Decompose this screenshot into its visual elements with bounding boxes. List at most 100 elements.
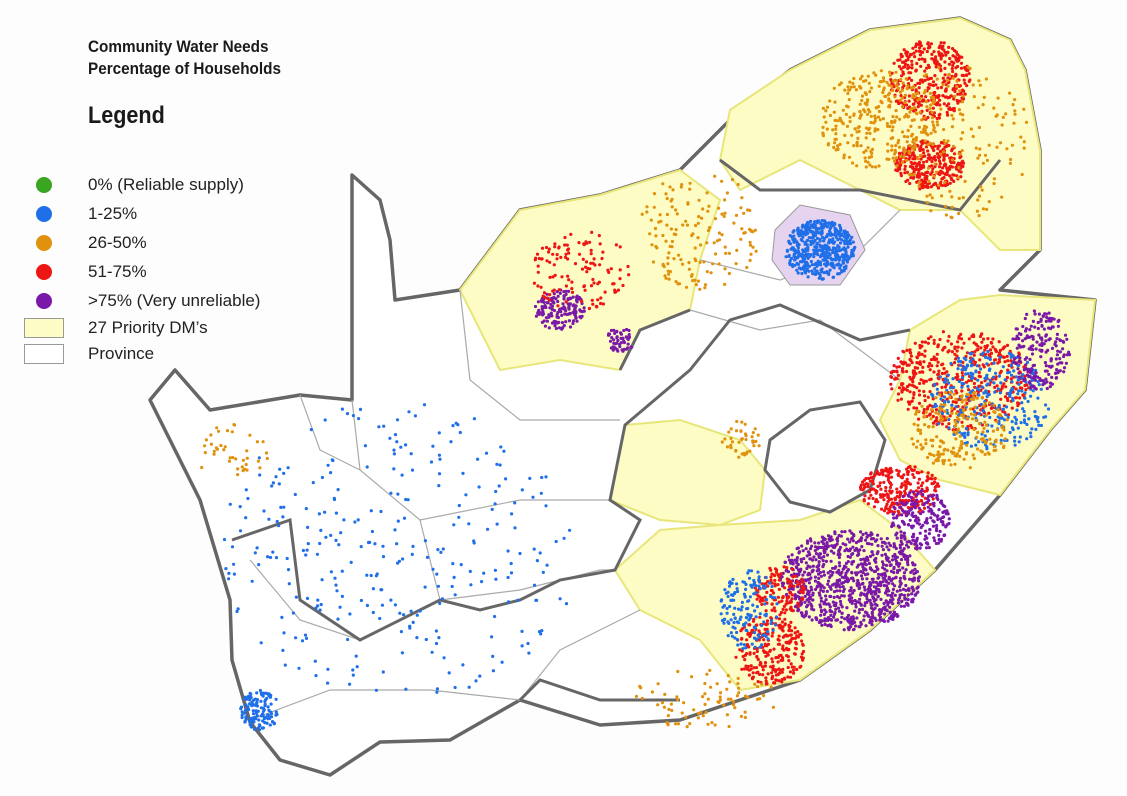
household-point [901,566,905,570]
household-point [891,602,895,606]
household-point [888,481,893,485]
household-point [900,599,904,604]
household-point [822,586,826,590]
household-point [821,565,825,569]
household-point [853,609,857,613]
household-point [829,618,834,622]
household-point [740,627,744,631]
household-point [881,548,886,552]
household-point [871,482,876,486]
household-point [563,243,567,247]
household-point [913,567,917,572]
household-point [790,558,794,562]
household-point [1012,369,1016,373]
household-point [848,115,852,119]
household-point [911,93,916,97]
household-point [564,284,569,288]
household-point [886,124,890,128]
household-point [903,480,907,484]
household-point [1062,354,1066,359]
household-point [931,425,935,429]
household-point [970,351,974,355]
household-point [903,62,908,66]
household-point [667,272,671,276]
household-point [785,566,789,570]
household-point [1012,375,1016,379]
household-point [909,173,913,177]
household-point [611,348,615,352]
household-point [994,375,998,379]
household-point [813,267,817,271]
household-point [748,651,752,655]
household-point [1004,385,1008,389]
household-point [846,105,850,109]
household-point [948,395,952,399]
household-point [912,172,916,177]
household-point [838,226,843,230]
household-point [803,241,807,245]
household-point [890,595,894,599]
household-point [664,239,668,243]
household-point [1009,363,1013,368]
household-point [881,117,886,121]
household-point [992,381,996,385]
household-point [925,49,929,54]
household-point [865,611,869,615]
household-point [981,103,985,107]
household-point [587,306,592,311]
household-point [1048,337,1052,341]
household-point [831,600,835,604]
household-point [957,196,961,200]
household-point [1037,333,1041,337]
household-point [940,177,945,181]
household-point [781,629,785,633]
household-point [761,665,765,669]
household-point [581,257,585,261]
household-point [925,159,929,163]
household-point [938,155,942,159]
household-point [859,570,863,574]
household-point [944,390,948,394]
household-point [837,262,841,266]
household-point [776,655,780,660]
household-point [879,69,883,73]
household-point [828,268,832,272]
household-point [912,468,916,472]
household-point [555,290,559,294]
household-point [629,345,633,349]
household-point [766,653,770,657]
household-point [953,419,957,423]
household-point [1003,395,1008,399]
household-point [953,94,957,98]
household-point [840,269,844,273]
household-point [998,391,1003,395]
household-point [869,114,873,118]
household-point [899,485,904,489]
household-point [922,91,927,95]
household-point [980,450,984,454]
household-point [926,166,931,170]
household-point [919,44,923,48]
household-point [593,263,597,267]
household-point [840,570,844,574]
household-point [939,41,943,45]
household-point [902,593,907,598]
household-point [921,160,926,164]
household-point [918,174,922,178]
household-point [980,385,984,389]
household-point [824,598,828,602]
household-point [811,564,815,568]
household-point [1014,387,1018,391]
household-point [933,476,937,481]
household-point [592,281,596,285]
household-point [1031,319,1035,323]
household-point [974,342,978,346]
household-point [915,112,919,116]
household-point [567,289,571,293]
household-point [930,482,934,486]
household-point [983,420,987,424]
household-point [1049,365,1053,369]
household-point [826,579,831,583]
household-point [1062,370,1066,374]
household-point [817,620,822,625]
